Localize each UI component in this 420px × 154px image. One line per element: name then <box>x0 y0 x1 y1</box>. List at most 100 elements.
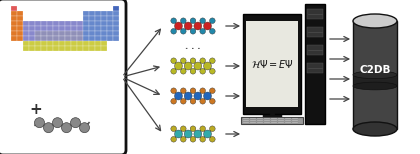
Circle shape <box>210 18 215 24</box>
Bar <box>95 21 101 26</box>
Circle shape <box>210 69 215 74</box>
Bar <box>23 46 29 51</box>
Bar <box>95 11 101 16</box>
Bar <box>113 26 119 31</box>
Bar <box>250 122 255 123</box>
Bar <box>29 31 35 36</box>
Bar <box>71 26 77 31</box>
Bar <box>35 46 41 51</box>
Bar <box>307 45 323 55</box>
Bar <box>83 31 89 36</box>
Bar <box>113 16 119 21</box>
Bar <box>243 14 301 114</box>
Bar <box>53 21 59 26</box>
Bar <box>83 16 89 21</box>
Bar <box>89 46 94 51</box>
Bar <box>11 21 17 26</box>
Circle shape <box>204 92 212 100</box>
Bar <box>47 21 52 26</box>
Bar <box>59 31 65 36</box>
Circle shape <box>190 28 196 34</box>
Bar <box>77 26 83 31</box>
Bar <box>113 6 119 11</box>
Bar <box>41 36 47 41</box>
Circle shape <box>171 69 176 74</box>
Bar <box>250 118 255 119</box>
Bar <box>47 26 52 31</box>
Bar <box>29 36 35 41</box>
Circle shape <box>171 126 176 132</box>
Circle shape <box>194 130 202 138</box>
Circle shape <box>181 58 186 64</box>
Circle shape <box>184 130 192 138</box>
Bar <box>243 118 249 119</box>
Bar <box>71 36 77 41</box>
Bar <box>243 120 249 121</box>
Bar <box>101 31 107 36</box>
Bar <box>47 36 52 41</box>
Bar <box>113 21 119 26</box>
Circle shape <box>181 69 186 74</box>
Circle shape <box>181 136 186 142</box>
Circle shape <box>210 126 215 132</box>
Bar <box>89 11 94 16</box>
Bar <box>77 46 83 51</box>
Bar <box>271 122 276 123</box>
Bar <box>29 41 35 46</box>
Bar <box>77 31 83 36</box>
Circle shape <box>171 88 176 93</box>
Bar <box>35 41 41 46</box>
Bar <box>41 46 47 51</box>
Bar <box>257 118 262 119</box>
Bar <box>53 46 59 51</box>
Circle shape <box>190 98 196 104</box>
Circle shape <box>175 62 182 70</box>
Bar <box>278 120 284 121</box>
Circle shape <box>61 123 71 133</box>
Circle shape <box>181 88 186 93</box>
Circle shape <box>184 92 192 100</box>
Circle shape <box>171 98 176 104</box>
Bar <box>83 41 89 46</box>
Circle shape <box>190 88 196 93</box>
Circle shape <box>204 22 212 30</box>
Bar <box>71 21 77 26</box>
Bar <box>11 16 17 21</box>
Ellipse shape <box>353 122 397 136</box>
Bar <box>95 46 101 51</box>
Circle shape <box>210 88 215 93</box>
Bar <box>107 21 113 26</box>
Ellipse shape <box>353 82 397 90</box>
Bar <box>95 36 101 41</box>
Bar <box>77 36 83 41</box>
Bar <box>53 41 59 46</box>
Bar <box>278 122 284 123</box>
Circle shape <box>181 18 186 24</box>
Bar <box>17 16 23 21</box>
Bar <box>65 41 71 46</box>
Circle shape <box>210 58 215 64</box>
Circle shape <box>175 22 182 30</box>
Bar <box>53 36 59 41</box>
Bar <box>271 120 276 121</box>
Bar <box>107 16 113 21</box>
Bar <box>101 16 107 21</box>
Bar <box>17 31 23 36</box>
Bar <box>11 31 17 36</box>
Circle shape <box>175 130 182 138</box>
Bar <box>41 21 47 26</box>
Circle shape <box>200 69 205 74</box>
Bar <box>307 27 323 37</box>
Bar <box>53 31 59 36</box>
Bar <box>35 31 41 36</box>
Bar <box>292 122 297 123</box>
Bar <box>285 118 291 119</box>
Bar <box>285 122 291 123</box>
Circle shape <box>181 126 186 132</box>
Circle shape <box>204 62 212 70</box>
Bar <box>59 41 65 46</box>
Bar <box>65 26 71 31</box>
Bar <box>113 11 119 16</box>
Circle shape <box>171 18 176 24</box>
Bar <box>101 41 107 46</box>
